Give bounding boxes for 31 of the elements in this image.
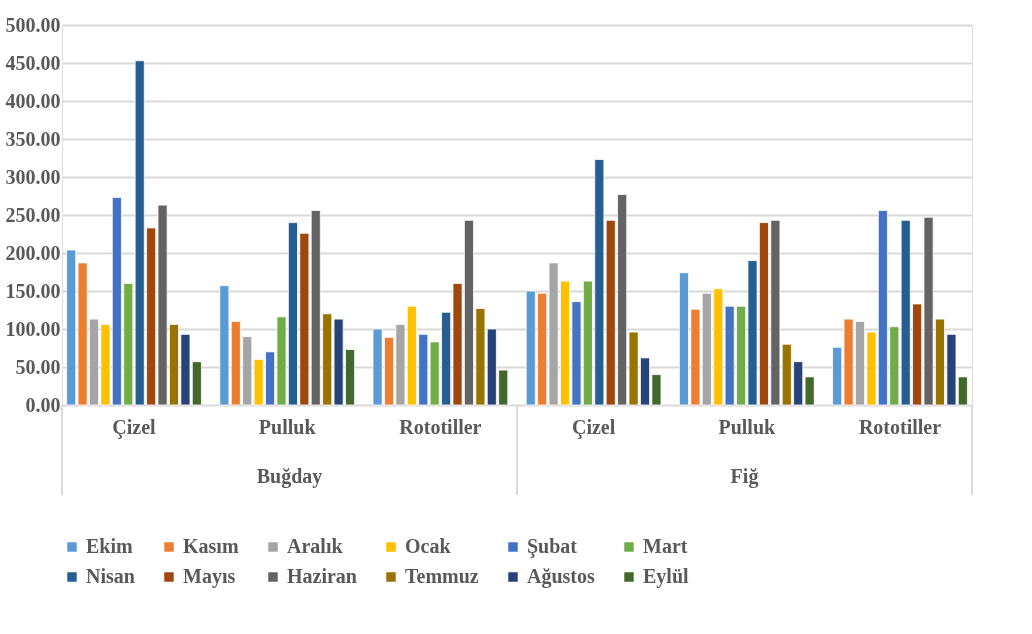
- text: Fiğ: [730, 465, 759, 488]
- x-tick-label: Rototiller: [858, 415, 942, 438]
- y-tick-label: 450.00: [5, 51, 61, 74]
- y-tick-label: 0.00: [25, 393, 61, 416]
- y-tick-label: 100.00: [5, 317, 61, 340]
- legend-label: Mart: [643, 535, 688, 557]
- legend-label: Temmuz: [405, 565, 479, 587]
- legend-label: Nisan: [86, 565, 135, 587]
- y-tick-label: 200.00: [5, 241, 61, 264]
- legend-label: Aralık: [287, 535, 344, 557]
- x-tick-label: Pulluk: [718, 415, 777, 438]
- legend-label: Haziran: [287, 565, 357, 587]
- x-tick-label: Rototiller: [399, 415, 482, 438]
- y-tick-label: 300.00: [5, 165, 61, 188]
- legend-label: Şubat: [527, 535, 578, 558]
- y-tick-label: 500.00: [5, 13, 61, 36]
- legend-label: Ocak: [405, 535, 452, 557]
- x-tick-label: Çizel: [571, 415, 616, 439]
- legend-label: Ağustos: [527, 565, 596, 588]
- legend-label: Mayıs: [183, 565, 236, 588]
- y-tick-label: 150.00: [5, 279, 61, 302]
- y-tick-label: 350.00: [5, 127, 61, 150]
- y-tick-label: 400.00: [5, 89, 61, 112]
- x-tick-label: Pulluk: [258, 415, 317, 438]
- legend-label: Kasım: [183, 535, 239, 557]
- legend-label: Eylül: [643, 565, 690, 588]
- text: Buğday: [256, 465, 323, 488]
- x-tick-label: Çizel: [112, 415, 157, 439]
- y-tick-label: 250.00: [5, 203, 61, 226]
- y-tick-label: 50.00: [15, 355, 61, 378]
- legend-label: Ekim: [86, 535, 134, 557]
